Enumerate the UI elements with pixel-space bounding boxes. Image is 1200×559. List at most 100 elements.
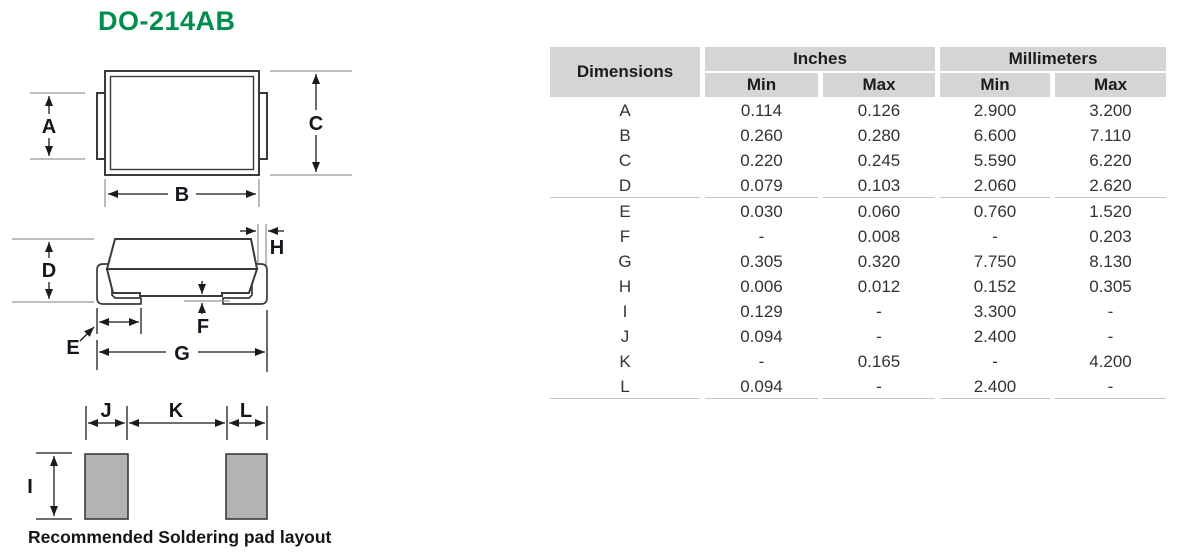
side-view-diagram: D H F E G (12, 224, 284, 372)
top-view-diagram: A C B (30, 70, 352, 207)
value-cell: 3.300 (973, 301, 1017, 321)
table-row: D 0.079 0.103 2.060 2.620 (550, 174, 1166, 198)
table-row: L 0.094-2.400- (550, 375, 1166, 399)
dimension-letter-cell: A (619, 100, 631, 120)
dim-label-c: C (309, 113, 323, 135)
value-cell: 0.012 (857, 276, 901, 296)
table-body: A 0.114 0.126 2.900 3.200 B 0.260 0.280 6.600 7.1… (550, 99, 1166, 399)
value-cell: 0.103 (823, 174, 935, 198)
dimension-letter-cell: D (550, 174, 700, 198)
dim-label-l: L (240, 400, 252, 422)
dim-label-d: D (42, 260, 56, 282)
dimension-letter-cell: L (550, 375, 700, 399)
table-row: A 0.114 0.126 2.900 3.200 (550, 99, 1166, 122)
value-cell: - (876, 301, 882, 321)
header-inches-max: Max (823, 73, 935, 97)
dimension-letter-cell: G (618, 251, 632, 271)
value-cell: 0.760 (973, 201, 1017, 221)
table-row: B 0.260 0.280 6.600 7.110 (550, 124, 1166, 147)
dim-label-b: B (175, 184, 189, 206)
value-cell: - (992, 351, 998, 371)
body-inner (109, 75, 255, 171)
pad-layout-diagram: J K L I (27, 399, 268, 520)
value-cell: 0.245 (857, 150, 901, 170)
dimension-letter-cell: H (618, 276, 632, 296)
value-cell: 0.280 (857, 125, 901, 145)
table-row: G 0.305 0.320 7.750 8.130 (550, 250, 1166, 273)
header-inches: Inches (705, 47, 935, 71)
body-outer (104, 70, 260, 176)
value-cell: 7.750 (973, 251, 1017, 271)
package-outline-drawing: A C B (12, 70, 352, 520)
value-cell: 0.126 (857, 100, 901, 120)
value-cell: - (1055, 375, 1166, 399)
table-row: K - 0.165 - 4.200 (550, 350, 1166, 373)
value-cell: 2.400 (973, 326, 1017, 346)
value-cell: 1.520 (1089, 201, 1132, 221)
value-cell: 8.130 (1089, 251, 1132, 271)
table-row: H 0.006 0.012 0.152 0.305 (550, 275, 1166, 298)
dimension-letter-cell: K (619, 351, 631, 371)
header-inches-min: Min (705, 73, 818, 97)
value-cell: 0.165 (857, 351, 901, 371)
dim-label-j: J (100, 400, 111, 422)
value-cell: 0.060 (857, 201, 901, 221)
dim-label-f: F (197, 316, 209, 338)
value-cell: 2.400 (940, 375, 1050, 399)
dim-label-k: K (169, 400, 184, 422)
table-row: I 0.129 - 3.300 - (550, 300, 1166, 323)
value-cell: 4.200 (1089, 351, 1132, 371)
header-millimeters: Millimeters (940, 47, 1166, 71)
dimension-letter-cell: B (619, 125, 631, 145)
value-cell: 0.006 (740, 276, 783, 296)
value-cell: 0.203 (1089, 226, 1132, 246)
value-cell: 0.220 (740, 150, 783, 170)
value-cell: 0.094 (740, 326, 783, 346)
table-row: J 0.094 - 2.400 - (550, 325, 1166, 348)
body-top-trapezoid (105, 238, 259, 270)
package-title: DO-214AB (98, 6, 236, 36)
dimension-letter-cell: I (622, 301, 628, 321)
left-solder-pad (84, 453, 129, 520)
value-cell: - (992, 226, 998, 246)
value-cell: 2.900 (973, 100, 1017, 120)
value-cell: 6.600 (973, 125, 1017, 145)
value-cell: 6.220 (1089, 150, 1132, 170)
value-cell: - (1107, 326, 1114, 346)
value-cell: 0.152 (973, 276, 1017, 296)
dimension-letter-cell: E (619, 201, 631, 221)
value-cell: - (1107, 301, 1114, 321)
value-cell: - (758, 351, 765, 371)
table-row: F - 0.008 - 0.203 (550, 225, 1166, 248)
body-lower (105, 268, 259, 297)
header-mm-min: Min (940, 73, 1050, 97)
value-cell: 0.094 (705, 375, 818, 399)
header-mm-max: Max (1055, 73, 1166, 97)
dimension-letter-cell: C (618, 150, 632, 170)
dim-label-h: H (270, 237, 284, 259)
dimension-letter-cell: F (619, 226, 631, 246)
value-cell: 0.260 (740, 125, 783, 145)
value-cell: 0.008 (857, 226, 901, 246)
value-cell: - (876, 326, 882, 346)
dim-label-g: G (174, 343, 190, 365)
dimension-letter-cell: J (620, 326, 630, 346)
value-cell: 7.110 (1089, 125, 1132, 145)
dim-label-e: E (66, 337, 79, 359)
value-cell: 0.079 (705, 174, 818, 198)
table-row: E 0.030 0.060 0.760 1.520 (550, 200, 1166, 223)
value-cell: 3.200 (1089, 100, 1132, 120)
pad-layout-caption: Recommended Soldering pad layout (28, 527, 332, 547)
value-cell: 2.620 (1055, 174, 1166, 198)
header-dimensions: Dimensions (550, 47, 700, 97)
table-row: C 0.220 0.245 5.590 6.220 (550, 149, 1166, 172)
value-cell: 0.305 (740, 251, 783, 271)
value-cell: 5.590 (973, 150, 1017, 170)
dim-label-i: I (27, 476, 33, 498)
value-cell: 0.114 (740, 100, 783, 120)
value-cell: 0.305 (1089, 276, 1132, 296)
dim-label-a: A (42, 116, 56, 138)
value-cell: - (823, 375, 935, 399)
right-solder-pad (225, 453, 268, 520)
